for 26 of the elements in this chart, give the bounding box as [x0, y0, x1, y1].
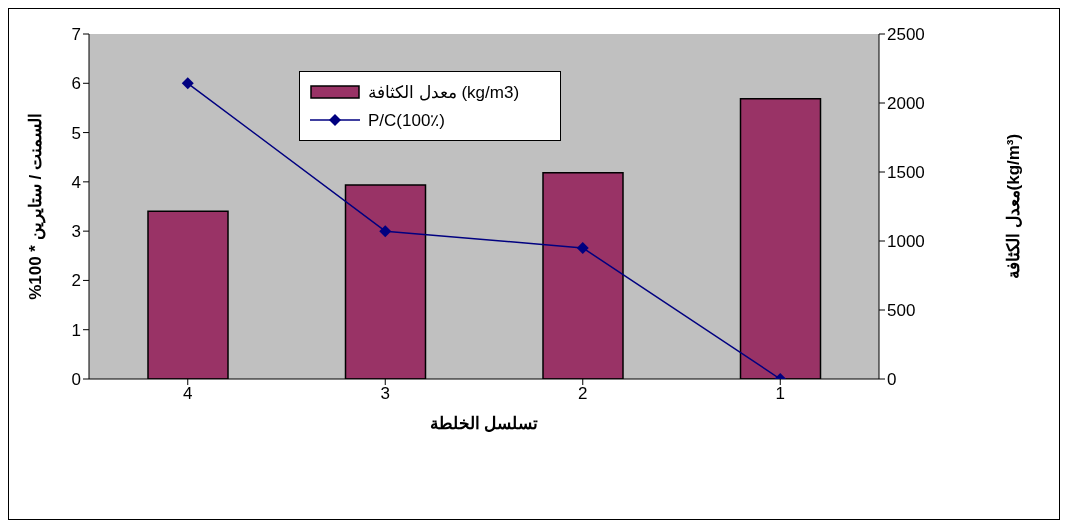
x-tick-label: 3 [380, 384, 390, 404]
y-tick-label: 7 [71, 25, 81, 45]
x-axis-title: تسلسل الخلطة [429, 414, 539, 433]
y-tick-label: 0 [71, 370, 81, 390]
y-tick-label: 3 [71, 222, 81, 242]
y2-tick-label: 2500 [887, 25, 925, 45]
legend-label: P/C(100٪) [368, 109, 446, 131]
y-axis-title: %100 * السمنت / ستايرين [26, 113, 46, 300]
y-tick-label: 6 [71, 74, 81, 94]
y-tick-label: 1 [71, 320, 81, 340]
y2-tick-label: 1500 [887, 163, 925, 183]
point [379, 225, 392, 238]
y2-tick-label: 500 [887, 301, 916, 321]
y2-tick-label: 0 [887, 370, 897, 390]
y-tick-label: 4 [71, 172, 81, 192]
y-tick-label: 2 [71, 271, 81, 291]
y2-tick-label: 1000 [887, 232, 925, 252]
y-tick-label: 5 [71, 123, 81, 143]
point [181, 77, 194, 90]
y2-tick-label: 2000 [887, 94, 925, 114]
legend-label: معدل الكثافة (kg/m3) [368, 81, 520, 103]
x-tick-label: 4 [183, 384, 193, 404]
point [576, 241, 589, 254]
x-tick-label: 2 [578, 384, 588, 404]
y2-axis-title: معدل الكثافة(kg/m³) [1004, 133, 1023, 280]
x-tick-label: 1 [775, 384, 785, 404]
